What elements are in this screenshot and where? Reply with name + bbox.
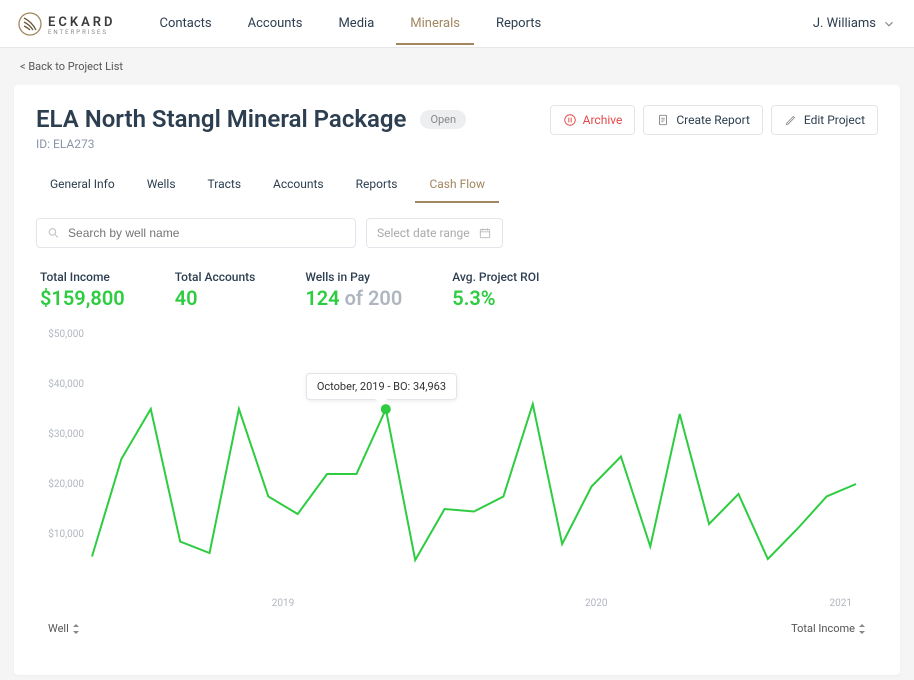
archive-label: Archive [583, 113, 623, 127]
stat-total-accounts: Total Accounts 40 [175, 270, 256, 310]
svg-text:$50,000: $50,000 [48, 327, 84, 340]
cash-flow-chart: $10,000 $20,000 $30,000 $40,000 $50,000 2019 2… [36, 324, 878, 614]
col-total-income[interactable]: Total Income [791, 622, 866, 635]
sort-icon [72, 624, 80, 634]
search-input-wrap[interactable] [36, 218, 356, 248]
date-range-placeholder: Select date range [377, 226, 470, 240]
project-tabs: General InfoWellsTractsAccountsReportsCa… [36, 169, 878, 204]
svg-text:2019: 2019 [272, 598, 294, 609]
create-report-button[interactable]: Create Report [643, 105, 763, 135]
stat-value: 40 [175, 286, 256, 310]
svg-text:$10,000: $10,000 [48, 527, 84, 540]
stat-label: Avg. Project ROI [452, 270, 539, 284]
stat-avg-roi: Avg. Project ROI 5.3% [452, 270, 539, 310]
archive-button[interactable]: Archive [550, 105, 636, 135]
svg-text:2021: 2021 [829, 598, 851, 609]
pencil-icon [784, 113, 798, 127]
nav-item-media[interactable]: Media [324, 2, 388, 45]
edit-project-button[interactable]: Edit Project [771, 105, 878, 135]
svg-text:$20,000: $20,000 [48, 477, 84, 490]
brand-sub: ENTERPRISES [48, 29, 115, 36]
brand-name: ECKARD [48, 15, 115, 30]
chart-svg: $10,000 $20,000 $30,000 $40,000 $50,000 2019 2… [36, 324, 866, 614]
stat-wells-in-pay: Wells in Pay 124 of 200 [305, 270, 402, 310]
project-card: ELA North Stangl Mineral Package Open ID… [14, 85, 900, 675]
stat-total-income: Total Income $159,800 [40, 270, 125, 310]
stat-value: $159,800 [40, 286, 125, 310]
edit-project-label: Edit Project [804, 113, 865, 127]
stat-value: 124 of 200 [305, 286, 402, 310]
create-report-label: Create Report [676, 113, 750, 127]
main-nav: ContactsAccountsMediaMineralsReports [145, 2, 555, 45]
status-badge: Open [420, 110, 466, 129]
nav-item-minerals[interactable]: Minerals [396, 2, 474, 45]
project-id: ID: ELA273 [36, 137, 466, 151]
table-header: Well Total Income [36, 614, 878, 635]
stat-label: Total Income [40, 270, 125, 284]
nav-item-contacts[interactable]: Contacts [145, 2, 225, 45]
calendar-icon [478, 226, 492, 240]
back-link[interactable]: < Back to Project List [0, 48, 914, 85]
chevron-down-icon [882, 17, 896, 31]
tab-general-info[interactable]: General Info [36, 169, 129, 203]
tab-cash-flow[interactable]: Cash Flow [415, 169, 499, 203]
stat-label: Total Accounts [175, 270, 256, 284]
user-name: J. Williams [813, 16, 876, 31]
nav-item-accounts[interactable]: Accounts [234, 2, 317, 45]
document-icon [656, 113, 670, 127]
tab-wells[interactable]: Wells [133, 169, 190, 203]
svg-text:$40,000: $40,000 [48, 377, 84, 390]
user-menu[interactable]: J. Williams [813, 16, 896, 31]
chart-tooltip: October, 2019 - BO: 34,963 [306, 373, 457, 400]
col-well[interactable]: Well [48, 622, 80, 635]
search-icon [47, 226, 60, 240]
tab-tracts[interactable]: Tracts [194, 169, 255, 203]
tab-accounts[interactable]: Accounts [259, 169, 338, 203]
search-input[interactable] [68, 226, 345, 240]
project-title: ELA North Stangl Mineral Package [36, 105, 406, 133]
nav-item-reports[interactable]: Reports [482, 2, 555, 45]
svg-text:2020: 2020 [585, 598, 608, 609]
sort-icon [858, 624, 866, 634]
svg-text:$30,000: $30,000 [48, 427, 84, 440]
date-range-picker[interactable]: Select date range [366, 218, 503, 248]
tab-reports[interactable]: Reports [342, 169, 412, 203]
stat-value: 5.3% [452, 286, 539, 310]
pause-circle-icon [563, 113, 577, 127]
logo-icon [18, 12, 42, 36]
brand-logo[interactable]: ECKARD ENTERPRISES [18, 11, 115, 36]
stat-label: Wells in Pay [305, 270, 402, 284]
